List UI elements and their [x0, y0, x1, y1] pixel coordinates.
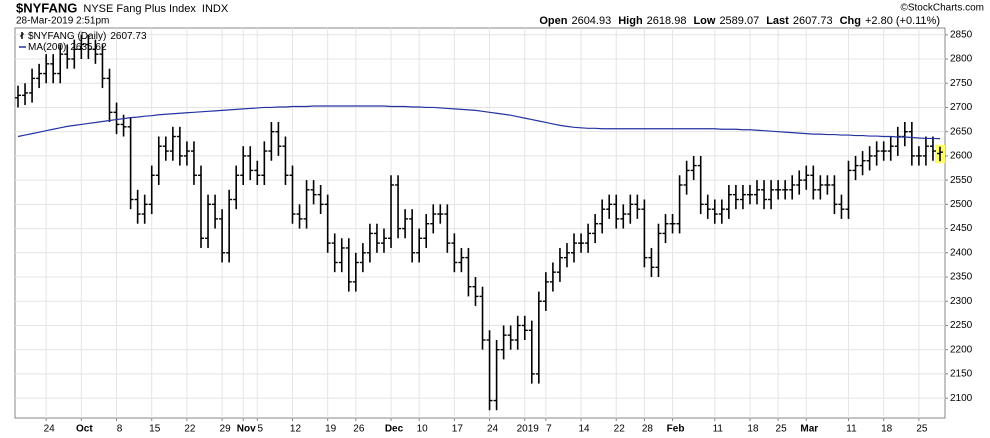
- y-tick-label: 2700: [950, 102, 973, 113]
- legend-value: 2607.73: [110, 31, 147, 42]
- x-tick-label: 5: [258, 424, 264, 435]
- quote-label: Open: [539, 15, 567, 27]
- y-tick-label: 2800: [950, 54, 973, 65]
- x-tick-label: 25: [916, 424, 928, 435]
- x-tick-label: 19: [325, 424, 337, 435]
- legend-entry: MA(200) 2635.62: [28, 42, 107, 53]
- y-tick-label: 2200: [950, 344, 973, 355]
- x-tick-label: 11: [846, 424, 857, 435]
- quote-label: High: [618, 15, 643, 27]
- y-tick-label: 2600: [950, 151, 973, 162]
- x-tick-label: 28: [642, 424, 654, 435]
- x-tick-label: 2019: [517, 424, 540, 435]
- ma-line: [17, 105, 941, 140]
- x-tick-label: 7: [546, 424, 552, 435]
- plot-frame: [14, 27, 946, 419]
- quote-label: Chg: [840, 15, 861, 27]
- legend-value: 2635.62: [70, 42, 107, 53]
- x-tick-label: 29: [220, 424, 232, 435]
- legend-name: $NYFANG (Daily): [28, 31, 106, 42]
- quote-label: Low: [693, 15, 715, 27]
- x-tick-label: Feb: [667, 424, 685, 435]
- x-tick-label: 8: [117, 424, 123, 435]
- y-tick-label: 2300: [950, 296, 973, 307]
- y-tick-label: 2500: [950, 199, 973, 210]
- y-tick-label: 2250: [950, 320, 973, 331]
- x-tick-label: 25: [776, 424, 788, 435]
- y-tick-label: 2400: [950, 247, 973, 258]
- x-tick-label: 15: [149, 424, 161, 435]
- x-tick-label: 14: [578, 424, 590, 435]
- y-tick-label: 2750: [950, 78, 973, 89]
- y-tick-label: 2450: [950, 223, 973, 234]
- x-tick-label: 12: [290, 424, 302, 435]
- quote: Open 2604.93 High 2618.98 Low 2589.07 Last 2607…: [539, 15, 940, 27]
- x-tick-label: 11: [713, 424, 724, 435]
- y-tick-label: 2650: [950, 126, 973, 137]
- x-tick-label: 24: [487, 424, 499, 435]
- x-tick-label: 26: [353, 424, 365, 435]
- y-tick-label: 2850: [950, 29, 973, 40]
- y-tick-label: 2550: [950, 175, 973, 186]
- x-tick-label: 24: [44, 424, 56, 435]
- y-tick-label: 2100: [950, 393, 973, 404]
- x-tick-label: 22: [184, 424, 196, 435]
- x-tick-label: 10: [417, 424, 429, 435]
- y-tick-label: 2150: [950, 369, 973, 380]
- x-tick-label: 22: [614, 424, 626, 435]
- x-tick-label: Dec: [385, 424, 404, 435]
- quote-label: Last: [766, 15, 789, 27]
- legend-entry: $NYFANG (Daily) 2607.73: [28, 31, 147, 42]
- x-tick-label: 18: [881, 424, 893, 435]
- chart-title: $NYFANG: [16, 0, 77, 15]
- source: ©StockCharts.com: [900, 3, 984, 14]
- x-tick-label: Mar: [800, 424, 818, 435]
- legend-name: MA(200): [28, 42, 66, 53]
- chart-subtitle: NYSE Fang Plus Index: [83, 3, 196, 15]
- x-tick-label: 18: [747, 424, 759, 435]
- exchange: INDX: [202, 3, 229, 15]
- quote-value: 2607.73: [793, 15, 833, 27]
- quote-value: 2604.93: [571, 15, 611, 27]
- x-tick-label: Oct: [76, 424, 93, 435]
- timestamp: 28-Mar-2019 2:51pm: [16, 16, 109, 27]
- x-tick-label: Nov: [237, 424, 256, 435]
- quote-value: 2589.07: [719, 15, 759, 27]
- quote-value: 2618.98: [647, 15, 687, 27]
- y-tick-label: 2350: [950, 272, 973, 283]
- x-tick-label: 17: [452, 424, 464, 435]
- quote-value: +2.80 (+0.11%): [865, 15, 940, 27]
